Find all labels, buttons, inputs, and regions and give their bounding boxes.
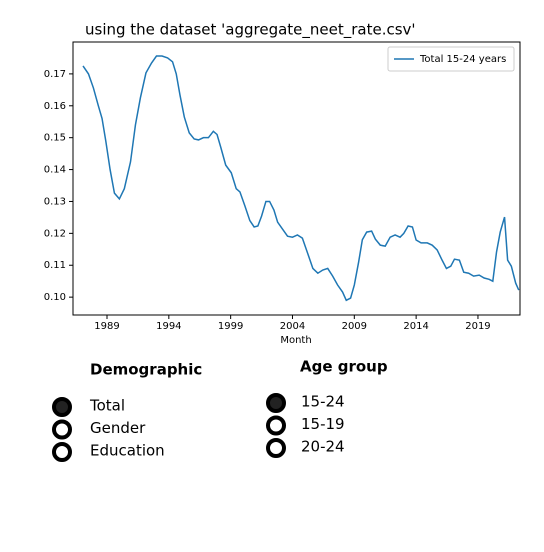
y-tick-label: 0.14 — [44, 165, 66, 176]
y-tick-label: 0.16 — [44, 101, 66, 112]
radio-button[interactable] — [266, 438, 286, 458]
x-tick-label: 1989 — [94, 321, 119, 332]
x-axis-label: Month — [280, 335, 311, 346]
radio-button[interactable] — [52, 397, 72, 417]
x-tick-label: 1999 — [218, 321, 243, 332]
y-tick-label: 0.12 — [44, 228, 66, 239]
legend-box — [387, 46, 515, 72]
chart-title: using the dataset 'aggregate_neet_rate.c… — [85, 21, 416, 40]
radio-label[interactable]: 20-24 — [301, 438, 345, 456]
radio-label[interactable]: Education — [90, 442, 165, 460]
plot-frame — [72, 41, 521, 316]
radio-label[interactable]: 15-24 — [301, 393, 345, 411]
control-title: Age group — [300, 358, 388, 376]
y-tick-label: 0.10 — [44, 292, 66, 303]
x-tick-label: 2004 — [280, 321, 305, 332]
radio-label[interactable]: 15-19 — [301, 415, 345, 433]
y-tick-label: 0.13 — [44, 196, 66, 207]
y-tick-label: 0.11 — [44, 260, 66, 271]
x-tick-label: 2009 — [342, 321, 367, 332]
legend-label: Total 15-24 years — [419, 54, 506, 65]
x-tick-label: 2014 — [403, 321, 428, 332]
radio-label[interactable]: Gender — [90, 419, 146, 437]
radio-button[interactable] — [266, 393, 286, 413]
x-tick-label: 2019 — [465, 321, 490, 332]
control-title: Demographic — [90, 361, 202, 379]
y-tick-label: 0.15 — [44, 133, 66, 144]
data-line — [82, 55, 520, 302]
radio-button[interactable] — [52, 419, 72, 440]
radio-button[interactable] — [52, 442, 72, 462]
y-tick-label: 0.17 — [44, 69, 66, 80]
x-tick-label: 1994 — [156, 321, 181, 332]
radio-button[interactable] — [266, 415, 286, 436]
radio-label[interactable]: Total — [89, 397, 125, 415]
